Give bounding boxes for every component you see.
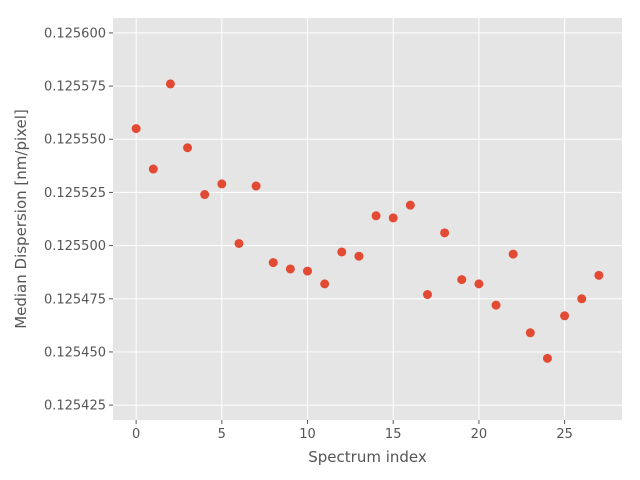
data-point bbox=[320, 279, 330, 289]
x-tick-label: 25 bbox=[556, 427, 573, 442]
y-axis-ticks: 0.125425 0.125450 0.125475 0.125500 0.125525… bbox=[44, 26, 113, 414]
x-tick-label: 20 bbox=[471, 427, 488, 442]
data-point bbox=[508, 249, 518, 259]
y-tick-label: 0.125525 bbox=[44, 186, 106, 201]
y-tick-label: 0.125425 bbox=[44, 399, 106, 414]
y-tick-label: 0.125550 bbox=[44, 133, 106, 148]
x-tick-label: 5 bbox=[218, 427, 226, 442]
y-tick-label: 0.125500 bbox=[44, 239, 106, 254]
data-point bbox=[303, 266, 313, 276]
data-point bbox=[268, 258, 278, 268]
data-point bbox=[165, 79, 175, 89]
x-tick-label: 0 bbox=[132, 427, 140, 442]
data-point bbox=[183, 143, 193, 153]
y-tick-label: 0.125450 bbox=[44, 345, 106, 360]
x-axis-ticks: 0 5 10 15 20 25 bbox=[132, 420, 573, 442]
grid-lines bbox=[113, 18, 622, 420]
data-points bbox=[131, 79, 604, 363]
y-tick-label: 0.125600 bbox=[44, 26, 106, 41]
data-point bbox=[131, 124, 141, 134]
data-point bbox=[491, 300, 501, 310]
plot-area bbox=[113, 18, 622, 420]
data-point bbox=[405, 200, 415, 210]
y-tick-label: 0.125475 bbox=[44, 292, 106, 307]
y-tick-label: 0.125575 bbox=[44, 80, 106, 95]
data-point bbox=[474, 279, 484, 289]
data-point bbox=[200, 190, 210, 200]
x-tick-label: 15 bbox=[385, 427, 402, 442]
y-axis-label: Median Dispersion [nm/pixel] bbox=[12, 109, 30, 329]
data-point bbox=[525, 328, 535, 338]
data-point bbox=[388, 213, 398, 223]
data-point bbox=[560, 311, 570, 321]
data-point bbox=[354, 251, 364, 261]
x-axis-label: Spectrum index bbox=[308, 448, 427, 466]
data-point bbox=[440, 228, 450, 238]
data-point bbox=[234, 238, 244, 248]
data-point bbox=[371, 211, 381, 221]
data-point bbox=[285, 264, 295, 274]
data-point bbox=[542, 353, 552, 363]
data-point bbox=[148, 164, 158, 174]
data-point bbox=[422, 290, 432, 300]
x-tick-label: 10 bbox=[299, 427, 316, 442]
data-point bbox=[251, 181, 261, 191]
data-point bbox=[594, 270, 604, 280]
data-point bbox=[217, 179, 227, 189]
data-point bbox=[577, 294, 587, 304]
data-point bbox=[337, 247, 347, 257]
data-point bbox=[457, 275, 467, 285]
